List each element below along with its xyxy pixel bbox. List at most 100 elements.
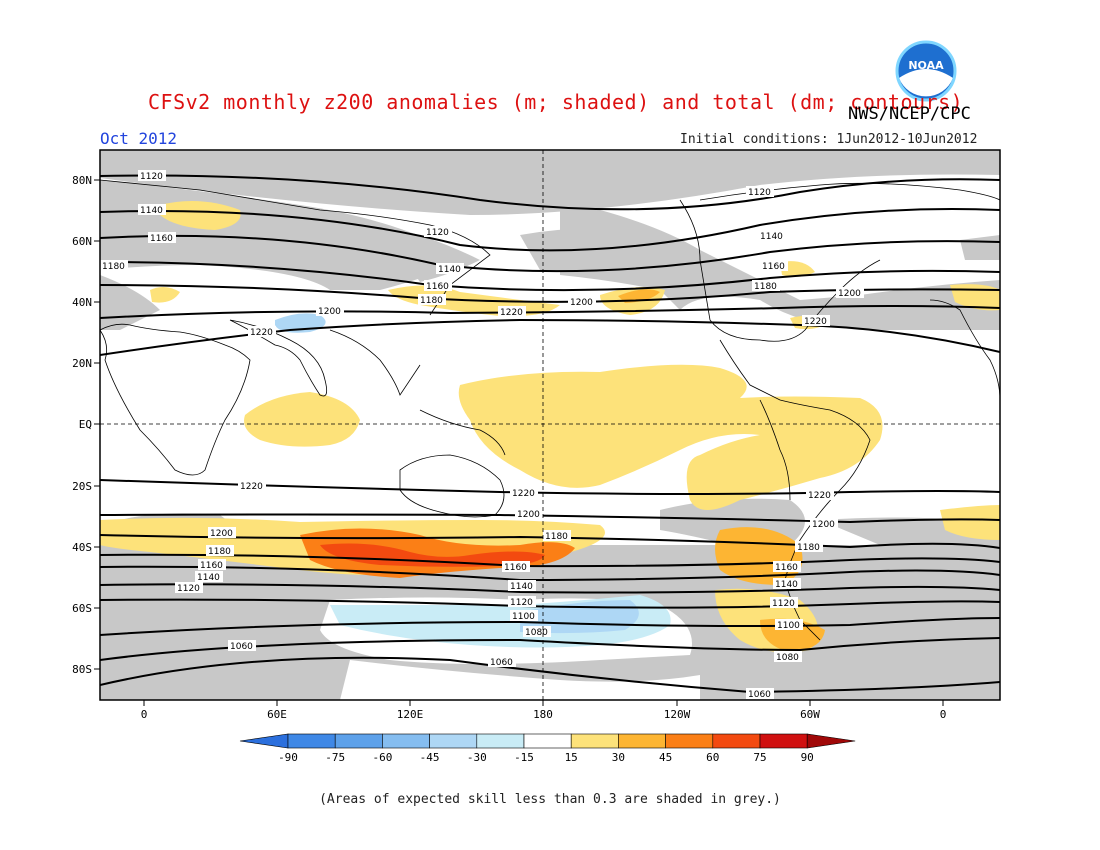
contour-label: 1200 — [210, 529, 233, 539]
colorbar-swatch — [382, 733, 430, 749]
contour-label: 1060 — [490, 658, 513, 668]
contour-label: 1100 — [777, 621, 800, 631]
contour-label: 1060 — [230, 642, 253, 652]
contour-label: 1200 — [517, 510, 540, 520]
contour-label: 1140 — [140, 206, 163, 216]
lon-label: 120E — [397, 708, 424, 721]
colorbar-tick-label: 90 — [801, 751, 814, 764]
lat-label: 80N — [72, 174, 92, 187]
forecast-period: Oct 2012 — [100, 129, 178, 148]
lon-label: 60W — [800, 708, 820, 721]
lat-label: 80S — [72, 663, 92, 676]
contour-label: 1060 — [748, 690, 771, 700]
skill-footnote: (Areas of expected skill less than 0.3 a… — [319, 792, 781, 807]
colorbar-swatch — [476, 733, 525, 749]
longitude-axis — [143, 700, 944, 706]
lat-label: 60S — [72, 602, 92, 615]
noaa-logo: NOAA — [895, 40, 957, 102]
colorbar-tick-label: 30 — [612, 751, 625, 764]
contour-label: 1220 — [512, 489, 535, 499]
contour-label: 1180 — [545, 532, 568, 542]
colorbar-tick-label: -75 — [325, 751, 345, 764]
contour-label: 1160 — [200, 561, 223, 571]
contour-label: 1180 — [420, 296, 443, 306]
contour-label: 1140 — [438, 265, 461, 275]
contour-label: 1120 — [140, 172, 163, 182]
longitude-labels: 0 60E 120E 180 120W 60W 0 — [141, 708, 947, 721]
colorbar-tick-label: 60 — [706, 751, 719, 764]
contour-label: 1140 — [760, 232, 783, 242]
contour-label: 1200 — [838, 289, 861, 299]
map-plot-area: 1120 1140 1160 1180 1200 1220 1120 1140 … — [100, 150, 1000, 700]
lat-label: 40S — [72, 541, 92, 554]
contour-label: 1180 — [208, 547, 231, 557]
latitude-labels: 80N 60N 40N 20N EQ 20S 40S 60S 80S — [72, 174, 92, 676]
contour-label: 1180 — [102, 262, 125, 272]
contour-label: 1120 — [426, 228, 449, 238]
lon-label: 120W — [664, 708, 691, 721]
lat-label: EQ — [79, 418, 92, 431]
contour-label: 1120 — [748, 188, 771, 198]
contour-label: 1160 — [504, 563, 527, 573]
lon-label: 0 — [141, 708, 148, 721]
lat-label: 40N — [72, 296, 92, 309]
lat-label: 20S — [72, 480, 92, 493]
lat-label: 60N — [72, 235, 92, 248]
lon-label: 180 — [533, 708, 553, 721]
contour-label: 1200 — [318, 307, 341, 317]
agency-label: NWS/NCEP/CPC — [848, 104, 971, 124]
colorbar-tick-label: -90 — [278, 751, 298, 764]
colorbar-tick-label: 15 — [565, 751, 578, 764]
colorbar-tick-label: -30 — [467, 751, 487, 764]
colorbar-low-arrow — [239, 733, 289, 749]
contour-label: 1080 — [776, 653, 799, 663]
colorbar-swatch — [287, 733, 336, 749]
contour-label: 1200 — [812, 520, 835, 530]
contour-label: 1100 — [512, 612, 535, 622]
initial-conditions: Initial conditions: 1Jun2012-10Jun2012 — [680, 132, 978, 147]
contour-label: 1200 — [570, 298, 593, 308]
contour-label: 1080 — [525, 628, 548, 638]
colorbar-swatch — [570, 733, 619, 749]
map-title: CFSv2 monthly z200 anomalies (m; shaded)… — [148, 90, 964, 114]
colorbar-tick-label: 75 — [753, 751, 766, 764]
latitude-axis — [94, 179, 100, 670]
colorbar-tick-label: 45 — [659, 751, 672, 764]
colorbar-swatch — [759, 733, 808, 749]
lat-label: 20N — [72, 357, 92, 370]
colorbar: -90 -75 -60 -45 -30 -15 15 30 45 60 75 90 — [239, 733, 856, 764]
contour-label: 1160 — [150, 234, 173, 244]
colorbar-swatch — [618, 733, 666, 749]
contour-label: 1220 — [808, 491, 831, 501]
contour-label: 1220 — [240, 482, 263, 492]
contour-label: 1160 — [775, 563, 798, 573]
contour-label: 1180 — [754, 282, 777, 292]
lon-label: 60E — [267, 708, 287, 721]
colorbar-swatch — [665, 733, 714, 749]
contour-label: 1140 — [510, 582, 533, 592]
contour-label: 1220 — [804, 317, 827, 327]
colorbar-swatch — [523, 733, 572, 749]
colorbar-high-arrow — [806, 733, 856, 749]
contour-label: 1180 — [797, 543, 820, 553]
colorbar-swatch — [334, 733, 383, 749]
contour-label: 1220 — [500, 308, 523, 318]
contour-label: 1120 — [510, 598, 533, 608]
contour-label: 1120 — [177, 584, 200, 594]
geopotential-contours — [100, 174, 1000, 694]
contour-label: 1160 — [762, 262, 785, 272]
map-frame — [99, 149, 1001, 701]
contour-label: 1140 — [197, 573, 220, 583]
colorbar-tick-label: -60 — [372, 751, 392, 764]
contour-label: 1140 — [775, 580, 798, 590]
contour-label: 1220 — [250, 328, 273, 338]
logo-text: NOAA — [908, 59, 944, 72]
contour-labels: 1120 1140 1160 1180 1200 1220 1120 1140 … — [100, 170, 864, 700]
colorbar-swatch — [429, 733, 478, 749]
contour-label: 1120 — [772, 599, 795, 609]
colorbar-tick-label: -15 — [514, 751, 534, 764]
lon-label: 0 — [940, 708, 947, 721]
colorbar-tick-label: -45 — [420, 751, 440, 764]
contour-label: 1160 — [426, 282, 449, 292]
